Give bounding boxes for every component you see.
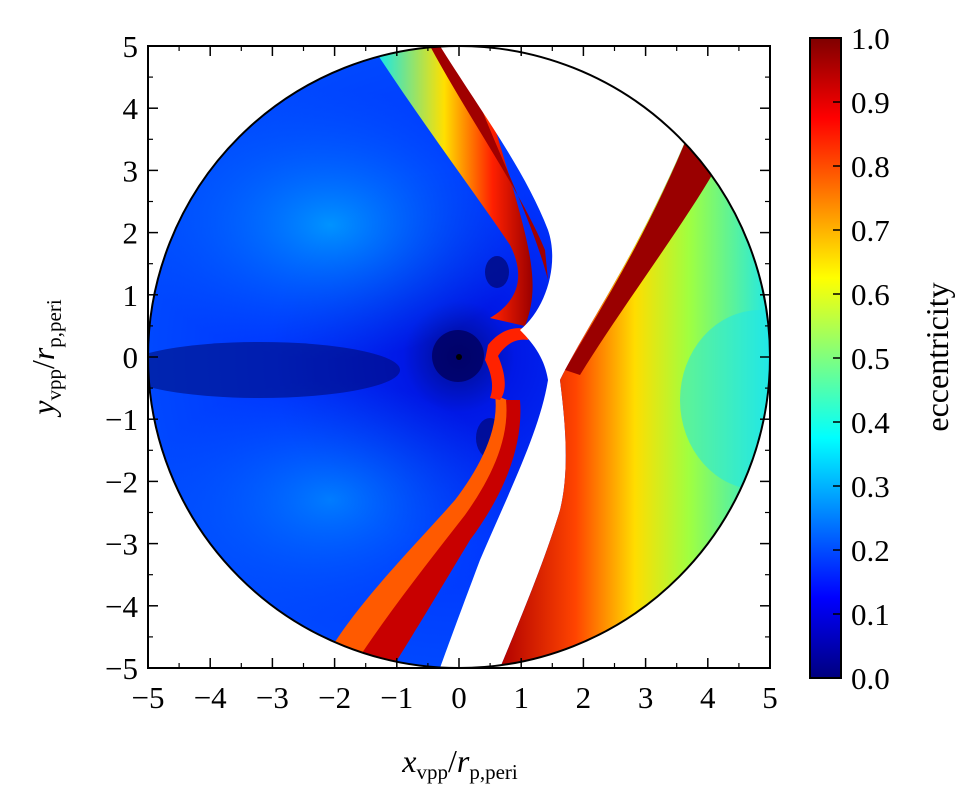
y-tick-label: 4 (123, 91, 139, 126)
x-tick-label: −3 (256, 680, 289, 715)
y-axis: 5 4 3 2 1 0 −1 −2 −3 −4 −5 (105, 29, 770, 686)
colorbar-tick-label: 0.3 (851, 469, 890, 504)
field-belt-lower (330, 395, 514, 668)
colorbar-tick-label: 0.9 (851, 85, 890, 120)
y-tick-label: −5 (105, 651, 138, 686)
eccentricity-field (148, 46, 770, 668)
colorbar-tick-label: 0.2 (851, 533, 890, 568)
x-axis: −5 −4 −3 −2 −1 0 1 2 3 4 5 (132, 46, 778, 715)
colorbar-tick-label: 0.8 (851, 149, 890, 184)
colorbar-tick-label: 0.6 (851, 277, 890, 312)
y-tick-label: 0 (123, 340, 139, 375)
field-gap (440, 46, 690, 668)
y-tick-label: −1 (105, 402, 138, 437)
y-tick-label: 1 (123, 278, 139, 313)
colorbar-tick-label: 0.7 (851, 213, 890, 248)
y-tick-label: −4 (105, 589, 138, 624)
central-point (456, 354, 462, 360)
x-tick-label: −4 (194, 680, 227, 715)
x-tick-label: −1 (380, 680, 413, 715)
x-tick-label: 4 (700, 680, 716, 715)
x-tick-label: −2 (318, 680, 351, 715)
field-right-cyan (680, 310, 770, 490)
x-tick-label: 1 (513, 680, 529, 715)
field-belt-upper (372, 46, 533, 326)
x-tick-label: 0 (451, 680, 467, 715)
y-tick-label: 5 (123, 29, 139, 64)
field-right-dark-edge (565, 130, 715, 375)
y-tick-label: 2 (123, 216, 139, 251)
x-tick-label: 3 (638, 680, 654, 715)
x-tick-label: 5 (762, 680, 778, 715)
x-axis-label: xvpp/rp,peri (401, 743, 518, 784)
field-central-spike (485, 328, 530, 400)
y-tick-label: −2 (105, 464, 138, 499)
y-axis-label: yvpp/rp,peri (25, 299, 66, 418)
colorbar-ticks: 1.0 0.9 0.8 0.7 0.6 0.5 0.4 0.3 0.2 0.1 0.0 (833, 21, 890, 696)
field-lobe-upper (148, 90, 530, 360)
x-tick-label: 2 (576, 680, 592, 715)
field-dark-axis (148, 342, 400, 398)
y-tick-label: 3 (123, 153, 139, 188)
colorbar-tick-label: 0.1 (851, 597, 890, 632)
field-right-region (500, 130, 770, 668)
colorbar-tick-label: 1.0 (851, 21, 890, 56)
field-dark-spot-upper (485, 256, 509, 288)
colorbar-label: eccentricity (919, 282, 955, 431)
colorbar-tick-label: 0.0 (851, 661, 890, 696)
colorbar-tick-label: 0.5 (851, 341, 890, 376)
y-tick-label: −3 (105, 527, 138, 562)
x-tick-label: −5 (132, 680, 165, 715)
colorbar-tick-label: 0.4 (851, 405, 890, 440)
